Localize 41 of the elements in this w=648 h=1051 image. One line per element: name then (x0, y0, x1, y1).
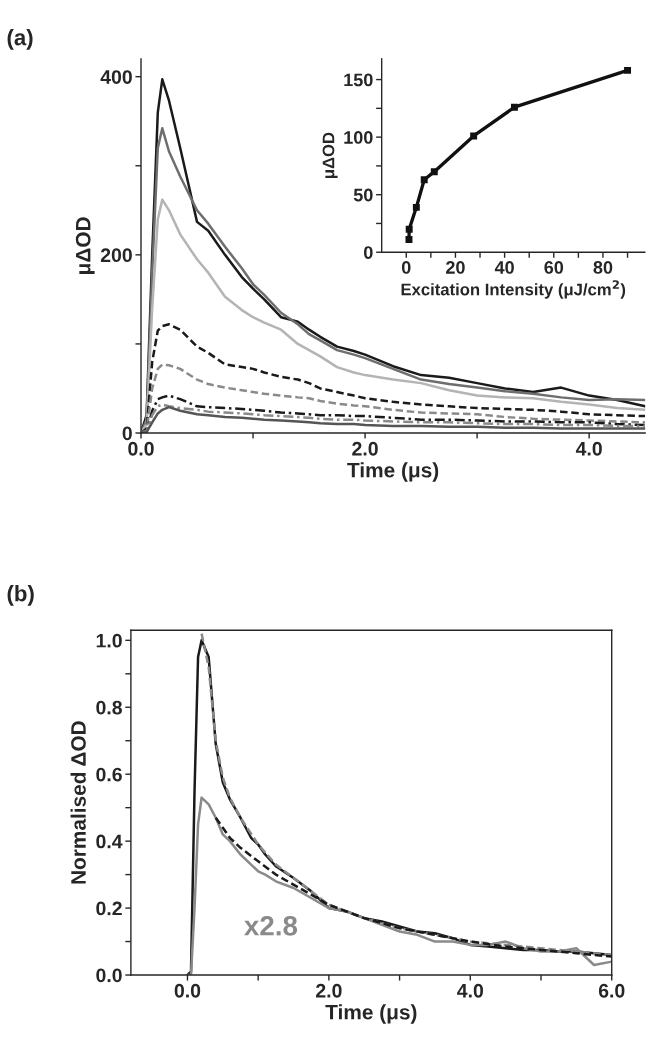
x-tick-label: 60 (544, 261, 564, 274)
chart-title: (a) (7, 29, 33, 50)
x-axis-title: Time (μs) (325, 1004, 417, 1024)
y-tick-label: 0 (364, 246, 373, 259)
y-axis-title: μΔOD (322, 132, 338, 178)
point (412, 203, 420, 211)
x-axis-title: Time (μs) (347, 462, 439, 482)
y-tick-label: 50 (353, 188, 373, 202)
y-tick-label: 150 (344, 73, 373, 87)
x-tick-label: 2.0 (352, 441, 378, 456)
y-axis-title: μΔOD (75, 217, 95, 274)
x-tick-label: 40 (494, 261, 514, 274)
y-axis-title: Normalised ΔOD (70, 721, 86, 884)
y-tick-label: 200 (100, 248, 132, 263)
chart-title: (b) (7, 585, 34, 606)
x-tick-label: 0.0 (174, 983, 201, 998)
x-tick-label: 6.0 (598, 983, 625, 998)
point (405, 236, 413, 244)
x-tick-label: 0 (401, 261, 411, 274)
x-tick-label: 4.0 (457, 983, 484, 998)
x-tick-label: 20 (446, 261, 465, 274)
x-tick-label: 0.0 (128, 441, 154, 456)
annotation: x2.8 (244, 915, 298, 936)
y-tick-label: 0.6 (96, 767, 122, 782)
y-tick-label: 0.8 (96, 700, 122, 715)
y-tick-label: 0 (122, 426, 132, 441)
point (420, 176, 428, 184)
point (430, 168, 438, 176)
x-tick-label: 80 (593, 261, 613, 274)
y-tick-label: 100 (344, 131, 373, 144)
point (405, 225, 413, 233)
x-tick-label: 2.0 (316, 983, 342, 998)
point (510, 103, 518, 111)
y-tick-label: 0.4 (96, 834, 123, 849)
y-tick-label: 1.0 (96, 633, 122, 648)
point (624, 66, 632, 74)
x-tick-label: 4.0 (575, 441, 602, 456)
x-axis-title: Excitation Intensity (μJ/cm$^{2}$) (401, 280, 626, 299)
y-tick-label: 0.0 (96, 968, 122, 983)
y-tick-label: 400 (100, 70, 132, 84)
y-tick-label: 0.2 (96, 901, 122, 916)
